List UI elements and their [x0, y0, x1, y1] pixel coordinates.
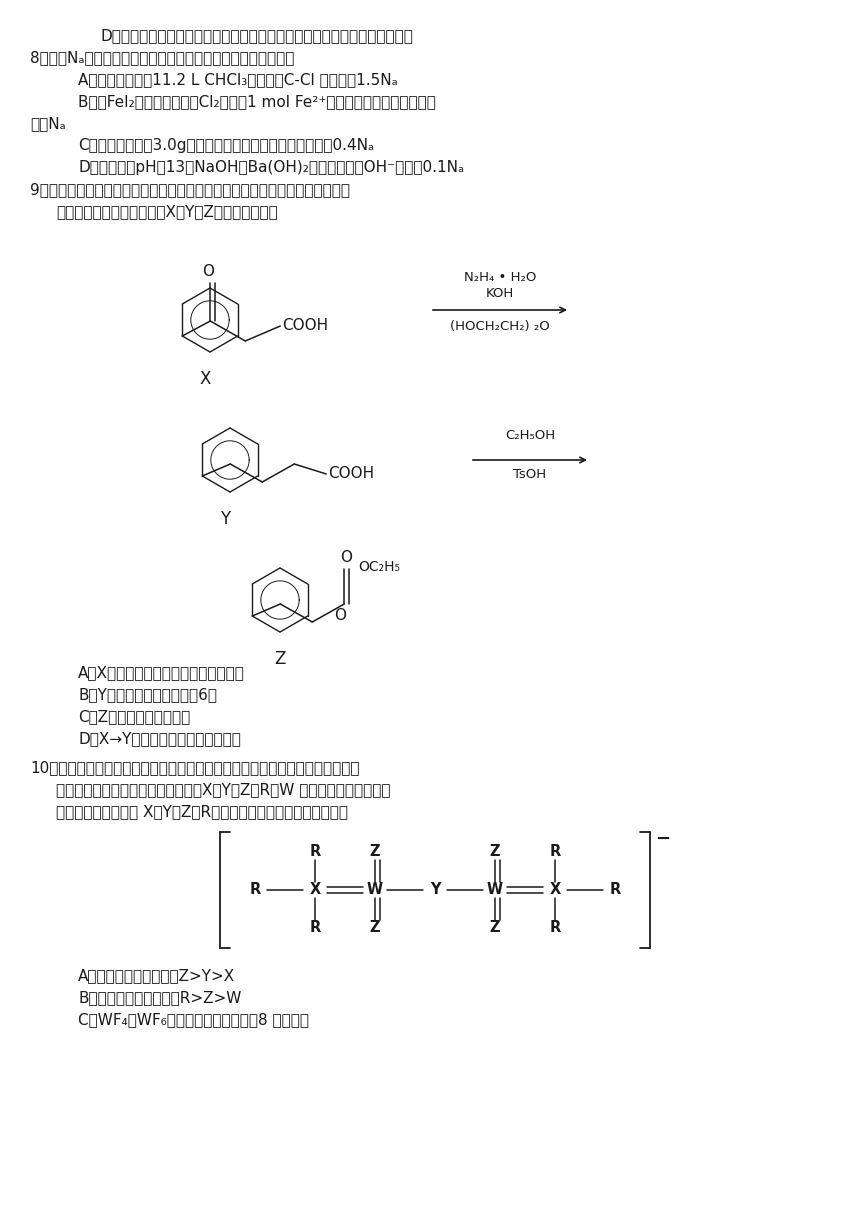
Text: O: O: [335, 608, 347, 623]
Text: −: −: [655, 831, 670, 848]
Text: 9．叶酸拮抗剂是一种多靶向性抗癌药物。合成该化合物的路线中存在如图所示: 9．叶酸拮抗剂是一种多靶向性抗癌药物。合成该化合物的路线中存在如图所示: [30, 182, 350, 197]
Text: R: R: [610, 883, 621, 897]
Text: COOH: COOH: [329, 467, 374, 482]
Text: Z: Z: [370, 844, 380, 860]
Text: Z: Z: [274, 651, 286, 668]
Text: 在锂电工业中广泛应用，其组成元素X、Y、Z、R、W 均为短周期主族元素，: 在锂电工业中广泛应用，其组成元素X、Y、Z、R、W 均为短周期主族元素，: [56, 782, 390, 796]
Text: W: W: [487, 883, 503, 897]
Text: 转化过程。下列有关化合物X、Y、Z的说法正确的是: 转化过程。下列有关化合物X、Y、Z的说法正确的是: [56, 204, 278, 219]
Text: 10．随着科学技术的发展，锂电池已经成为了主流。某电解质阴离子（如下图）: 10．随着科学技术的发展，锂电池已经成为了主流。某电解质阴离子（如下图）: [30, 760, 359, 775]
Text: B．气态氢化物稳定性：R>Z>W: B．气态氢化物稳定性：R>Z>W: [78, 990, 242, 1004]
Text: B．向FeI₂溶液中通入适量Cl₂，当有1 mol Fe²⁺被氧化时，共转移电子的数: B．向FeI₂溶液中通入适量Cl₂，当有1 mol Fe²⁺被氧化时，共转移电子…: [78, 94, 436, 109]
Text: R: R: [249, 883, 261, 897]
Text: N₂H₄ • H₂O: N₂H₄ • H₂O: [464, 271, 536, 285]
Text: A．标准状况下，11.2 L CHCl₃中含有的C-Cl 的数目为1.5Nₐ: A．标准状况下，11.2 L CHCl₃中含有的C-Cl 的数目为1.5Nₐ: [78, 72, 397, 88]
Text: 8．已知Nₐ为阿伏加德罗常数的数值，下列有关说法中正确的是: 8．已知Nₐ为阿伏加德罗常数的数值，下列有关说法中正确的是: [30, 50, 294, 64]
Text: C．Z是乙酸乙酯的同系物: C．Z是乙酸乙酯的同系物: [78, 709, 190, 724]
Text: O: O: [341, 550, 353, 565]
Text: Z: Z: [489, 921, 501, 935]
Text: Y: Y: [430, 883, 440, 897]
Text: Y: Y: [220, 510, 230, 528]
Text: A．X分子中所有原子一定在同一平面上: A．X分子中所有原子一定在同一平面上: [78, 665, 245, 680]
Text: C．WF₄、WF₆分子中每个原子都达到8 电子结构: C．WF₄、WF₆分子中每个原子都达到8 电子结构: [78, 1012, 309, 1028]
Text: (HOCH₂CH₂) ₂O: (HOCH₂CH₂) ₂O: [450, 320, 550, 333]
Text: O: O: [202, 264, 214, 278]
Text: D．室温下，pH为13的NaOH和Ba(OH)₂混合溶液中含OH⁻个数为0.1Nₐ: D．室温下，pH为13的NaOH和Ba(OH)₂混合溶液中含OH⁻个数为0.1N…: [78, 161, 464, 175]
Text: OC₂H₅: OC₂H₅: [359, 561, 400, 574]
Text: R: R: [550, 844, 561, 860]
Text: TsOH: TsOH: [513, 468, 547, 482]
Text: C₂H₅OH: C₂H₅OH: [505, 429, 555, 441]
Text: R: R: [310, 844, 321, 860]
Text: Z: Z: [370, 921, 380, 935]
Text: D．航母舰体材料为合金钢，舰体在海水中发生的电化学腐蚀主要是析氢腐蚀: D．航母舰体材料为合金钢，舰体在海水中发生的电化学腐蚀主要是析氢腐蚀: [100, 28, 413, 43]
Text: W: W: [367, 883, 383, 897]
Text: COOH: COOH: [282, 319, 329, 333]
Text: 目为Nₐ: 目为Nₐ: [30, 116, 65, 131]
Text: C．常温常压下，3.0g含甲醛的冰醋酸中含有的原子总数为0.4Nₐ: C．常温常压下，3.0g含甲醛的冰醋酸中含有的原子总数为0.4Nₐ: [78, 137, 374, 153]
Text: 原子序数依次增大且 X、Y、Z、R位于同周期。下列叙述不正确的是: 原子序数依次增大且 X、Y、Z、R位于同周期。下列叙述不正确的是: [56, 804, 348, 820]
Text: X: X: [310, 883, 321, 897]
Text: A．简单氢化物的沸点：Z>Y>X: A．简单氢化物的沸点：Z>Y>X: [78, 968, 236, 983]
Text: R: R: [310, 921, 321, 935]
Text: KOH: KOH: [486, 287, 514, 300]
Text: B．Y的苯环上的二氯代物有6种: B．Y的苯环上的二氯代物有6种: [78, 687, 217, 702]
Text: X: X: [550, 883, 561, 897]
Text: X: X: [200, 370, 211, 388]
Text: D．X→Y的反应类型仅发生加成反应: D．X→Y的反应类型仅发生加成反应: [78, 731, 241, 745]
Text: R: R: [550, 921, 561, 935]
Text: Z: Z: [489, 844, 501, 860]
